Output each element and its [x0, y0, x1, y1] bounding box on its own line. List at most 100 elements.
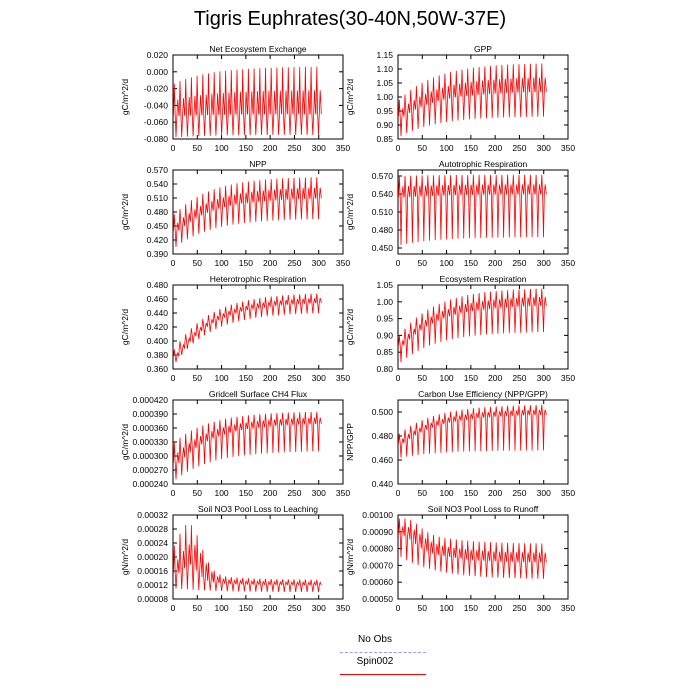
carbon-use-efficiency-npp-gpp-xtick-label: 300: [537, 488, 551, 498]
npp-series-line: [173, 177, 322, 248]
net-ecosystem-exchange-xtick-label: 350: [336, 143, 350, 153]
npp-xtick-label: 0: [171, 258, 176, 268]
ecosystem-respiration-ytick-label: 0.95: [376, 314, 393, 324]
heterotrophic-respiration-title: Heterotrophic Respiration: [210, 274, 307, 284]
autotrophic-respiration-series-line: [398, 174, 547, 246]
net-ecosystem-exchange-ytick-label: 0.000: [147, 67, 169, 77]
net-ecosystem-exchange-xtick-label: 200: [263, 143, 277, 153]
net-ecosystem-exchange-xtick-label: 50: [193, 143, 203, 153]
gridcell-surface-ch4-flux-series-line: [173, 411, 322, 480]
npp-xtick-label: 50: [193, 258, 203, 268]
gpp-title: GPP: [474, 44, 492, 54]
soil-no3-pool-loss-to-runoff-ytick-label: 0.00060: [362, 577, 393, 587]
soil-no3-pool-loss-to-leaching-title: Soil NO3 Pool Loss to Leaching: [198, 504, 318, 514]
gpp-ytick-label: 0.85: [376, 134, 393, 144]
carbon-use-efficiency-npp-gpp-series-line: [398, 404, 547, 458]
heterotrophic-respiration-ytick-label: 0.460: [147, 294, 169, 304]
heterotrophic-respiration-series-line: [173, 293, 322, 363]
autotrophic-respiration-xtick-label: 200: [488, 258, 502, 268]
soil-no3-pool-loss-to-leaching-xtick-label: 100: [214, 603, 228, 613]
heterotrophic-respiration-ytick-label: 0.480: [147, 280, 169, 290]
npp-xtick-label: 100: [214, 258, 228, 268]
gpp-ytick-label: 1.00: [376, 92, 393, 102]
autotrophic-respiration-ytick-label: 0.450: [372, 243, 394, 253]
gridcell-surface-ch4-flux-xtick-label: 150: [239, 488, 253, 498]
soil-no3-pool-loss-to-runoff-ytick-label: 0.00070: [362, 560, 393, 570]
net-ecosystem-exchange-title: Net Ecosystem Exchange: [209, 44, 307, 54]
carbon-use-efficiency-npp-gpp-ytick-label: 0.460: [372, 455, 394, 465]
gridcell-surface-ch4-flux-ytick-label: 0.000270: [133, 465, 169, 475]
npp-ytick-label: 0.510: [147, 193, 169, 203]
gpp-xtick-label: 250: [512, 143, 526, 153]
soil-no3-pool-loss-to-runoff-ylabel: gN/m^2/d: [345, 539, 355, 575]
ecosystem-respiration-xtick-label: 250: [512, 373, 526, 383]
autotrophic-respiration-ylabel: gC/m^2/d: [345, 194, 355, 230]
soil-no3-pool-loss-to-runoff-ytick-label: 0.00050: [362, 594, 393, 604]
soil-no3-pool-loss-to-runoff-xtick-label: 250: [512, 603, 526, 613]
autotrophic-respiration-ytick-label: 0.570: [372, 171, 394, 181]
soil-no3-pool-loss-to-leaching-xtick-label: 150: [239, 603, 253, 613]
gridcell-surface-ch4-flux-ytick-label: 0.000300: [133, 451, 169, 461]
ecosystem-respiration-xtick-label: 100: [439, 373, 453, 383]
soil-no3-pool-loss-to-runoff-ytick-label: 0.00080: [362, 544, 393, 554]
net-ecosystem-exchange-ytick-label: -0.040: [144, 100, 168, 110]
gridcell-surface-ch4-flux-xtick-label: 350: [336, 488, 350, 498]
autotrophic-respiration-xtick-label: 50: [418, 258, 428, 268]
carbon-use-efficiency-npp-gpp-ytick-label: 0.440: [372, 479, 394, 489]
carbon-use-efficiency-npp-gpp-plot-frame: [397, 399, 569, 485]
npp-xtick-label: 350: [336, 258, 350, 268]
carbon-use-efficiency-npp-gpp-xtick-label: 0: [396, 488, 401, 498]
gridcell-surface-ch4-flux-xtick-label: 300: [312, 488, 326, 498]
ecosystem-respiration-xtick-label: 300: [537, 373, 551, 383]
gpp-xtick-label: 350: [561, 143, 575, 153]
heterotrophic-respiration-xtick-label: 150: [239, 373, 253, 383]
soil-no3-pool-loss-to-leaching-ytick-label: 0.00012: [137, 580, 168, 590]
npp-ytick-label: 0.570: [147, 165, 169, 175]
ecosystem-respiration-ytick-label: 1.05: [376, 280, 393, 290]
soil-no3-pool-loss-to-leaching-ytick-label: 0.00028: [137, 524, 168, 534]
soil-no3-pool-loss-to-leaching-xtick-label: 200: [263, 603, 277, 613]
heterotrophic-respiration-xtick-label: 300: [312, 373, 326, 383]
carbon-use-efficiency-npp-gpp-ytick-label: 0.480: [372, 431, 394, 441]
autotrophic-respiration-xtick-label: 250: [512, 258, 526, 268]
gpp-xtick-label: 150: [464, 143, 478, 153]
figure-title: Tigris Euphrates(30-40N,50W-37E): [193, 8, 507, 30]
net-ecosystem-exchange-ytick-label: -0.020: [144, 84, 168, 94]
net-ecosystem-exchange-ylabel: gC/m^2/d: [120, 79, 130, 115]
soil-no3-pool-loss-to-runoff-xtick-label: 0: [396, 603, 401, 613]
npp-xtick-label: 200: [263, 258, 277, 268]
autotrophic-respiration-xtick-label: 300: [537, 258, 551, 268]
gridcell-surface-ch4-flux-xtick-label: 250: [287, 488, 301, 498]
ecosystem-respiration-ytick-label: 0.80: [376, 364, 393, 374]
ecosystem-respiration-title: Ecosystem Respiration: [440, 274, 527, 284]
heterotrophic-respiration-ylabel: gC/m^2/d: [120, 309, 130, 345]
legend-label-spin002: Spin002: [356, 656, 394, 667]
ecosystem-respiration-ytick-label: 1.00: [376, 297, 393, 307]
soil-no3-pool-loss-to-runoff-plot-frame: [397, 514, 569, 600]
soil-no3-pool-loss-to-leaching-xtick-label: 50: [193, 603, 203, 613]
gpp-ytick-label: 1.15: [376, 50, 393, 60]
gpp-series-line: [398, 63, 547, 137]
legend-label-no-obs: No Obs: [358, 634, 392, 645]
soil-no3-pool-loss-to-runoff-xtick-label: 50: [418, 603, 428, 613]
gridcell-surface-ch4-flux-ylabel: gC/m^2/d: [120, 424, 130, 460]
ecosystem-respiration-ytick-label: 0.85: [376, 347, 393, 357]
heterotrophic-respiration-xtick-label: 0: [171, 373, 176, 383]
ecosystem-respiration-xtick-label: 150: [464, 373, 478, 383]
npp-xtick-label: 150: [239, 258, 253, 268]
soil-no3-pool-loss-to-leaching-ytick-label: 0.00016: [137, 566, 168, 576]
heterotrophic-respiration-ytick-label: 0.420: [147, 322, 169, 332]
soil-no3-pool-loss-to-leaching-ytick-label: 0.00032: [137, 510, 168, 520]
autotrophic-respiration-xtick-label: 100: [439, 258, 453, 268]
net-ecosystem-exchange-ytick-label: 0.020: [147, 50, 169, 60]
ecosystem-respiration-series-line: [398, 288, 547, 363]
heterotrophic-respiration-xtick-label: 250: [287, 373, 301, 383]
legend-line-spin002: [340, 674, 426, 675]
gridcell-surface-ch4-flux-xtick-label: 50: [193, 488, 203, 498]
legend-line-no-obs: [340, 652, 426, 653]
autotrophic-respiration-xtick-label: 150: [464, 258, 478, 268]
gridcell-surface-ch4-flux-title: Gridcell Surface CH4 Flux: [209, 389, 308, 399]
gpp-xtick-label: 100: [439, 143, 453, 153]
gridcell-surface-ch4-flux-xtick-label: 200: [263, 488, 277, 498]
gridcell-surface-ch4-flux-ytick-label: 0.000390: [133, 409, 169, 419]
